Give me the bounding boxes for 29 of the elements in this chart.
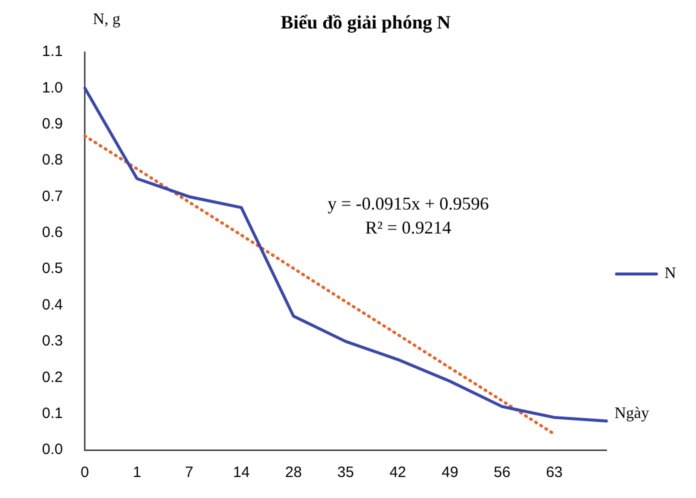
x-axis-title: Ngày xyxy=(614,405,650,422)
x-tick-label: 42 xyxy=(389,464,406,482)
x-tick-label: 0 xyxy=(80,464,90,482)
y-axis-title: N, g xyxy=(92,11,120,28)
annotation: y = -0.0915x + 0.9596 xyxy=(328,194,489,214)
annotation: R² = 0.9214 xyxy=(365,218,452,238)
y-tick-label: 0.5 xyxy=(42,260,63,278)
chart-title: Biểu đồ giải phóng N xyxy=(280,12,451,34)
x-tick-label: 63 xyxy=(546,464,563,482)
x-tick-label: 14 xyxy=(232,464,250,482)
x-tick-label: 56 xyxy=(494,464,510,482)
y-tick-label: 0.8 xyxy=(42,152,63,169)
y-tick-label: 0.0 xyxy=(42,441,63,458)
legend-label: N xyxy=(664,265,676,282)
y-tick-label: 0.6 xyxy=(42,224,63,242)
x-tick-label: 49 xyxy=(442,464,458,482)
y-tick-label: 0.9 xyxy=(42,116,63,133)
x-tick-label: 28 xyxy=(285,464,302,482)
y-tick-label: 0.2 xyxy=(42,368,63,386)
y-tick-label: 0.3 xyxy=(42,332,63,350)
y-tick-label: 0.1 xyxy=(42,404,63,422)
y-tick-label: 1.0 xyxy=(42,79,63,96)
line-series xyxy=(83,134,556,436)
x-tick-label: 7 xyxy=(185,464,194,482)
x-tick-label: 35 xyxy=(337,464,354,482)
y-tick-label: 0.4 xyxy=(42,296,63,314)
y-tick-label: 1.1 xyxy=(42,43,63,60)
y-tick-label: 0.7 xyxy=(42,188,63,205)
x-tick-label: 1 xyxy=(132,464,142,482)
